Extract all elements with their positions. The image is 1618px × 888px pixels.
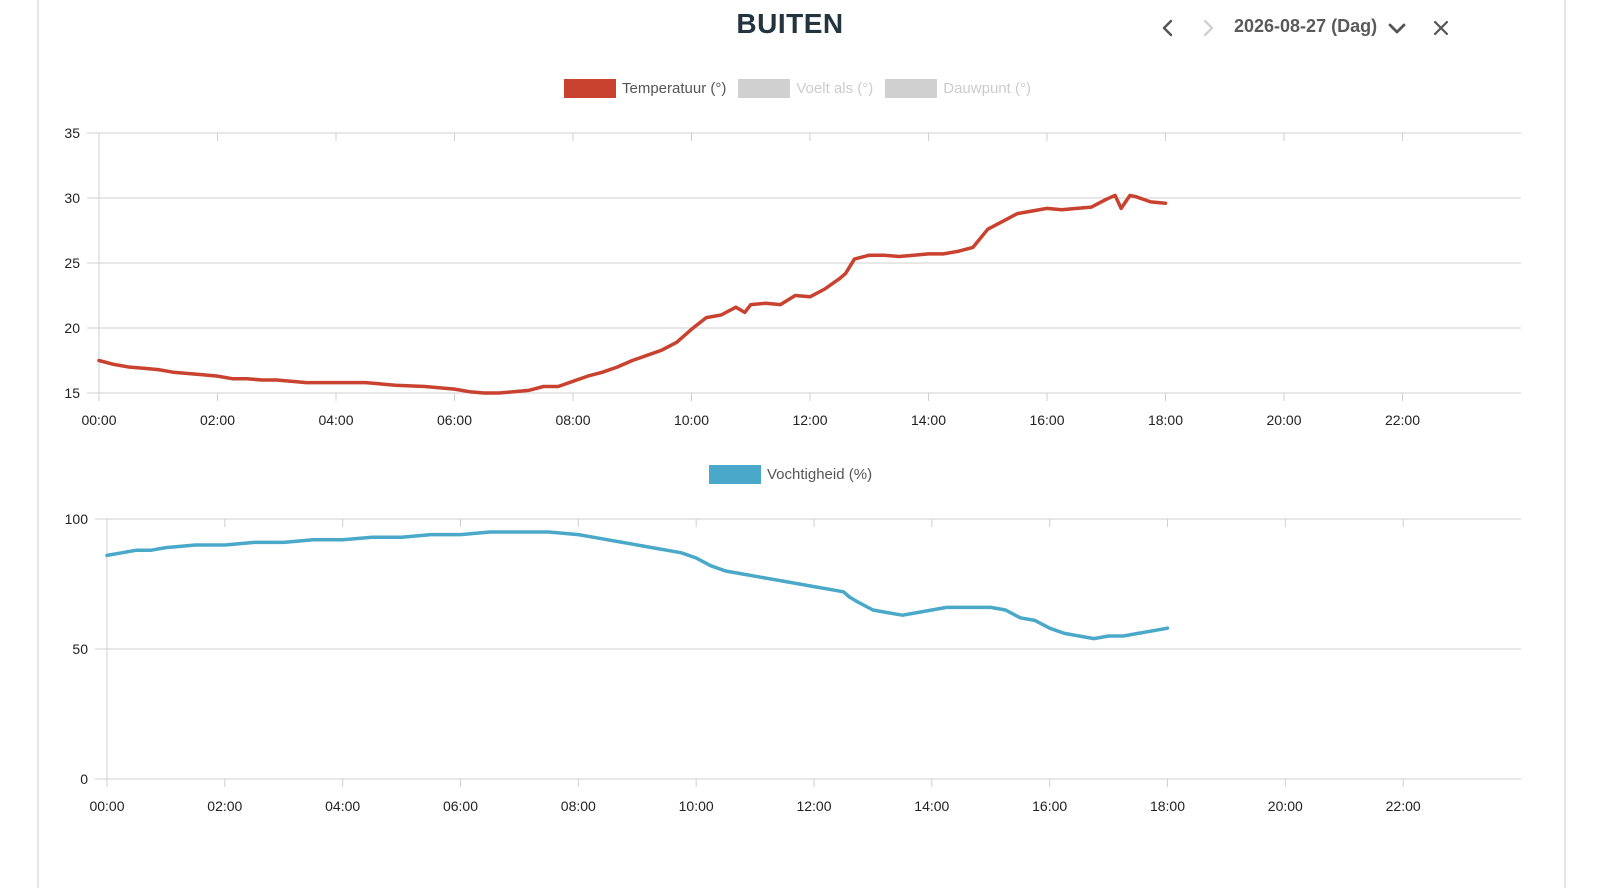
chevron-right-icon: [1203, 19, 1214, 37]
x-tick-label: 06:00: [437, 412, 472, 428]
date-selector[interactable]: 2026-08-27 (Dag): [1234, 16, 1378, 36]
legend-top: Temperatuur (°) Voelt als (°) Dauwpunt (…: [564, 79, 1043, 98]
legend-label: Voelt als (°): [796, 80, 874, 97]
x-tick-label: 10:00: [679, 798, 714, 814]
y-tick-label: 25: [64, 255, 80, 271]
legend-swatch: [564, 79, 616, 98]
next-day-button[interactable]: [1194, 14, 1222, 42]
legend-label: Dauwpunt (°): [943, 80, 1031, 97]
x-tick-label: 10:00: [674, 412, 709, 428]
page-title: BUITEN: [736, 8, 844, 39]
legend-label: Vochtigheid (%): [767, 466, 873, 483]
series-line: [105, 530, 1170, 641]
legend-bottom: Vochtigheid (%): [709, 465, 884, 484]
legend-swatch: [738, 79, 791, 98]
x-tick-label: 22:00: [1385, 412, 1420, 428]
x-tick-label: 18:00: [1148, 412, 1183, 428]
chevron-down-icon: [1388, 23, 1406, 34]
header: BUITEN 2026-08-27 (Dag): [0, 0, 1618, 60]
x-tick-label: 08:00: [555, 412, 590, 428]
x-tick-label: 18:00: [1150, 798, 1185, 814]
x-tick-label: 20:00: [1268, 798, 1303, 814]
x-tick-label: 04:00: [318, 412, 353, 428]
series-line: [97, 193, 1168, 395]
legend-swatch: [885, 79, 938, 98]
y-tick-label: 30: [64, 190, 80, 206]
close-button[interactable]: [1427, 14, 1455, 42]
x-tick-label: 16:00: [1029, 412, 1064, 428]
chevron-left-icon: [1162, 19, 1173, 37]
x-tick-label: 04:00: [325, 798, 360, 814]
x-tick-label: 02:00: [207, 798, 242, 814]
legend-item-dew-point[interactable]: Dauwpunt (°): [885, 79, 1031, 98]
legend-item-humidity[interactable]: Vochtigheid (%): [709, 465, 872, 484]
x-tick-label: 02:00: [200, 412, 235, 428]
x-tick-label: 20:00: [1266, 412, 1301, 428]
legend-swatch: [709, 465, 761, 484]
x-tick-label: 00:00: [81, 412, 116, 428]
x-tick-label: 12:00: [796, 798, 831, 814]
legend-label: Temperatuur (°): [622, 80, 727, 97]
y-tick-label: 20: [64, 320, 80, 336]
x-tick-label: 08:00: [561, 798, 596, 814]
x-tick-label: 22:00: [1386, 798, 1421, 814]
y-tick-label: 50: [72, 641, 88, 657]
x-tick-label: 16:00: [1032, 798, 1067, 814]
page-border-right: [1564, 0, 1566, 888]
close-icon: [1433, 20, 1449, 36]
x-tick-label: 06:00: [443, 798, 478, 814]
page-border-left: [37, 0, 39, 888]
x-tick-label: 00:00: [89, 798, 124, 814]
y-tick-label: 35: [64, 125, 80, 141]
legend-item-feels-like[interactable]: Voelt als (°): [738, 79, 873, 98]
y-tick-label: 15: [64, 385, 80, 401]
x-tick-label: 12:00: [792, 412, 827, 428]
x-tick-label: 14:00: [911, 412, 946, 428]
y-tick-label: 0: [80, 771, 88, 787]
legend-item-temperature[interactable]: Temperatuur (°): [564, 79, 726, 98]
x-tick-label: 14:00: [914, 798, 949, 814]
y-tick-label: 100: [65, 511, 89, 527]
previous-day-button[interactable]: [1154, 14, 1182, 42]
period-dropdown-button[interactable]: [1383, 14, 1411, 42]
